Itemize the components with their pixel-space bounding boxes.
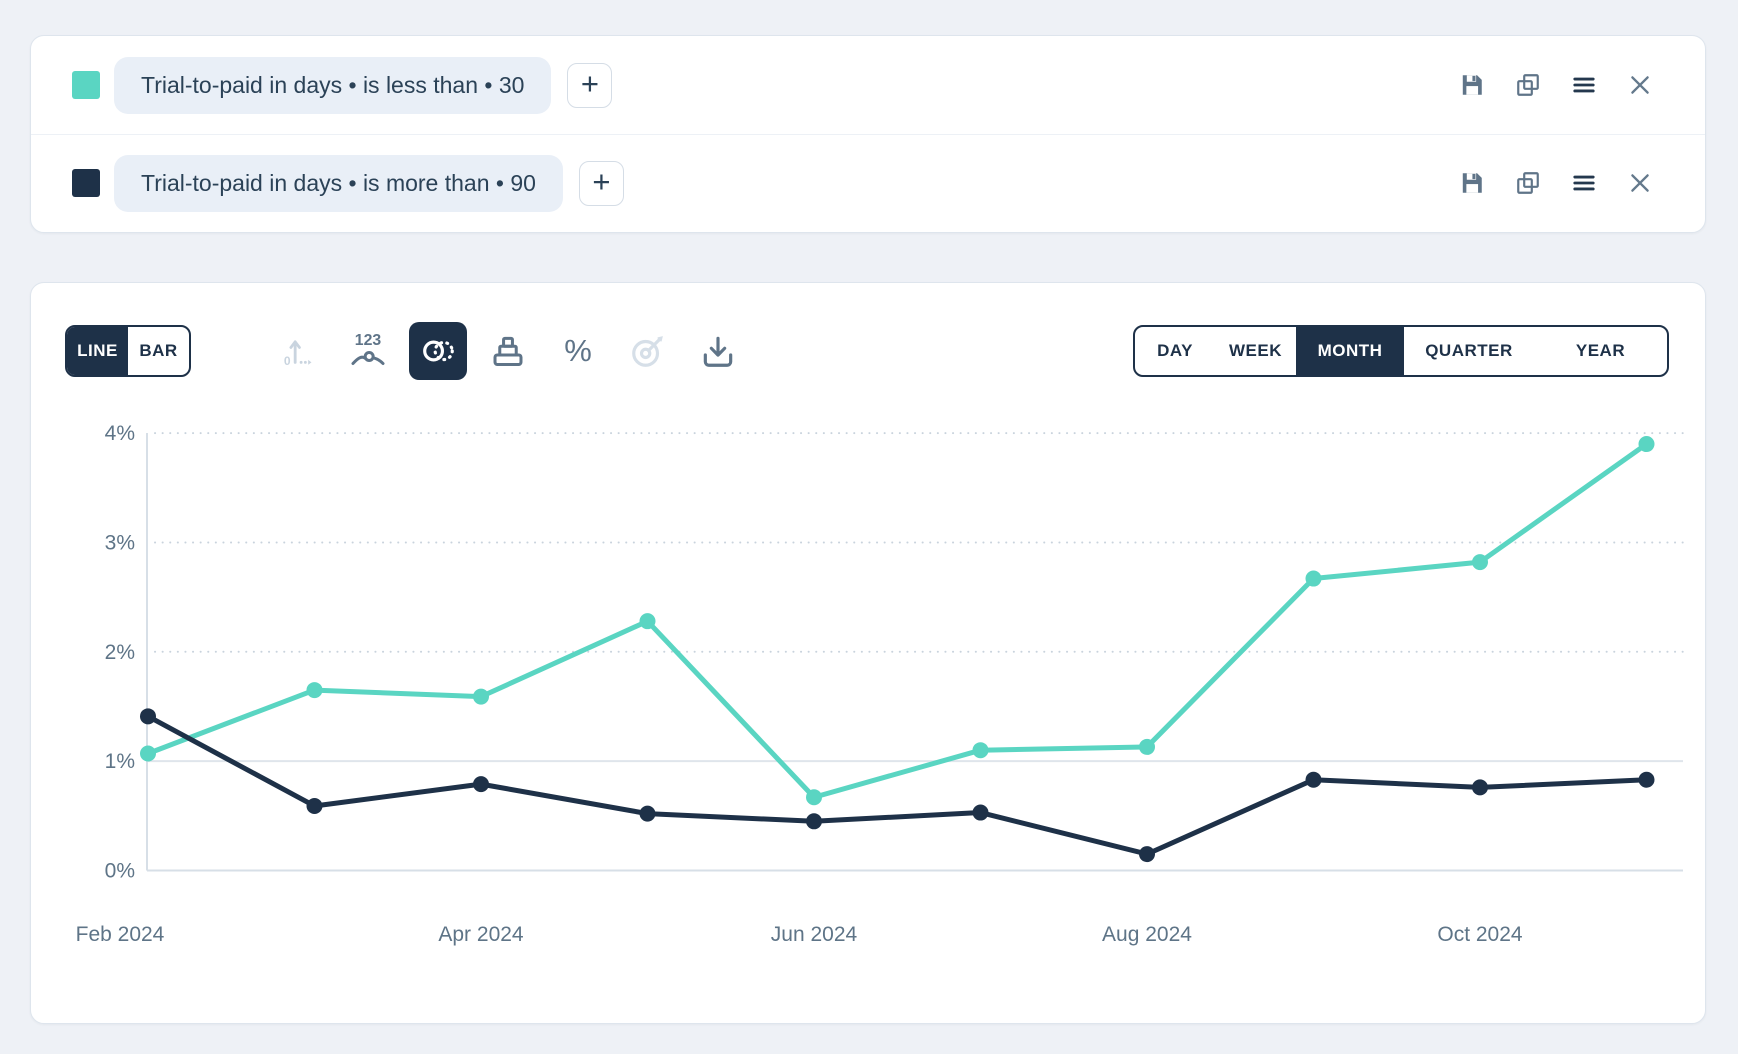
chart-type-line[interactable]: LINE (67, 327, 128, 375)
row-actions (1459, 72, 1653, 98)
chart-panel: LINE BAR 0 123 (30, 282, 1706, 1024)
svg-text:Aug 2024: Aug 2024 (1102, 923, 1192, 946)
svg-text:2%: 2% (105, 641, 135, 664)
svg-text:Apr 2024: Apr 2024 (438, 923, 524, 946)
percent-icon: % (564, 333, 592, 368)
filters-panel: Trial-to-paid in days • is less than • 3… (30, 35, 1706, 233)
chart-tools: 0 123 (269, 322, 747, 380)
series-color-swatch[interactable] (72, 169, 100, 197)
close-icon[interactable] (1627, 170, 1653, 196)
menu-icon[interactable] (1571, 72, 1597, 98)
menu-icon[interactable] (1571, 170, 1597, 196)
svg-text:4%: 4% (105, 422, 135, 445)
granularity-month[interactable]: MONTH (1296, 327, 1404, 375)
download-icon (703, 336, 733, 367)
granularity-year[interactable]: YEAR (1575, 341, 1626, 360)
close-icon[interactable] (1627, 72, 1653, 98)
granularity-toggle: DAY WEEK MONTH QUARTER YEAR (1133, 325, 1669, 377)
download-button[interactable] (689, 322, 747, 380)
granularity-day[interactable]: DAY (1157, 341, 1193, 360)
stacked-layers-icon (493, 336, 523, 366)
filter-row: Trial-to-paid in days • is more than • 9… (31, 134, 1705, 231)
filter-row: Trial-to-paid in days • is less than • 3… (31, 36, 1705, 134)
goal-button[interactable] (619, 322, 677, 380)
forecast-circles-icon (423, 340, 454, 362)
granularity-week[interactable]: WEEK (1228, 341, 1283, 360)
filter-pill[interactable]: Trial-to-paid in days • is more than • 9… (114, 154, 563, 212)
line-chart-canvas[interactable]: 0% 1% 2% 3% 4% Feb 2024 Apr 2024 Jun 2024 Aug 20… (31, 283, 1707, 1025)
series-color-swatch[interactable] (72, 71, 100, 99)
svg-text:123: 123 (355, 332, 382, 349)
save-icon[interactable] (1459, 170, 1485, 196)
chart-type-bar[interactable]: BAR (139, 341, 178, 360)
target-arrow-icon (632, 336, 663, 367)
svg-text:3%: 3% (105, 531, 135, 554)
granularity-quarter[interactable]: QUARTER (1425, 341, 1513, 360)
value-labels-button[interactable]: 123 (339, 322, 397, 380)
percent-button[interactable]: % (549, 322, 607, 380)
svg-text:Jun 2024: Jun 2024 (771, 923, 858, 946)
axis-zero-button[interactable]: 0 (269, 322, 327, 380)
svg-text:Feb 2024: Feb 2024 (76, 923, 165, 946)
chart-type-toggle: LINE BAR (65, 325, 191, 377)
filter-pill[interactable]: Trial-to-paid in days • is less than • 3… (114, 56, 552, 114)
save-icon[interactable] (1459, 72, 1485, 98)
svg-text:1%: 1% (105, 750, 135, 773)
chart-toolbar: LINE BAR 0 123 (65, 322, 1669, 380)
forecast-button[interactable] (409, 322, 467, 380)
add-filter-button[interactable]: + (567, 62, 613, 108)
add-filter-button[interactable]: + (578, 160, 624, 206)
value-labels-icon: 123 (351, 332, 385, 365)
svg-text:0%: 0% (105, 860, 135, 883)
row-actions (1459, 170, 1653, 196)
svg-text:Oct 2024: Oct 2024 (1437, 923, 1523, 946)
duplicate-icon[interactable] (1515, 170, 1541, 196)
stacked-button[interactable] (479, 322, 537, 380)
duplicate-icon[interactable] (1515, 72, 1541, 98)
svg-text:0: 0 (284, 354, 291, 368)
axis-zero-icon: 0 (284, 340, 312, 368)
